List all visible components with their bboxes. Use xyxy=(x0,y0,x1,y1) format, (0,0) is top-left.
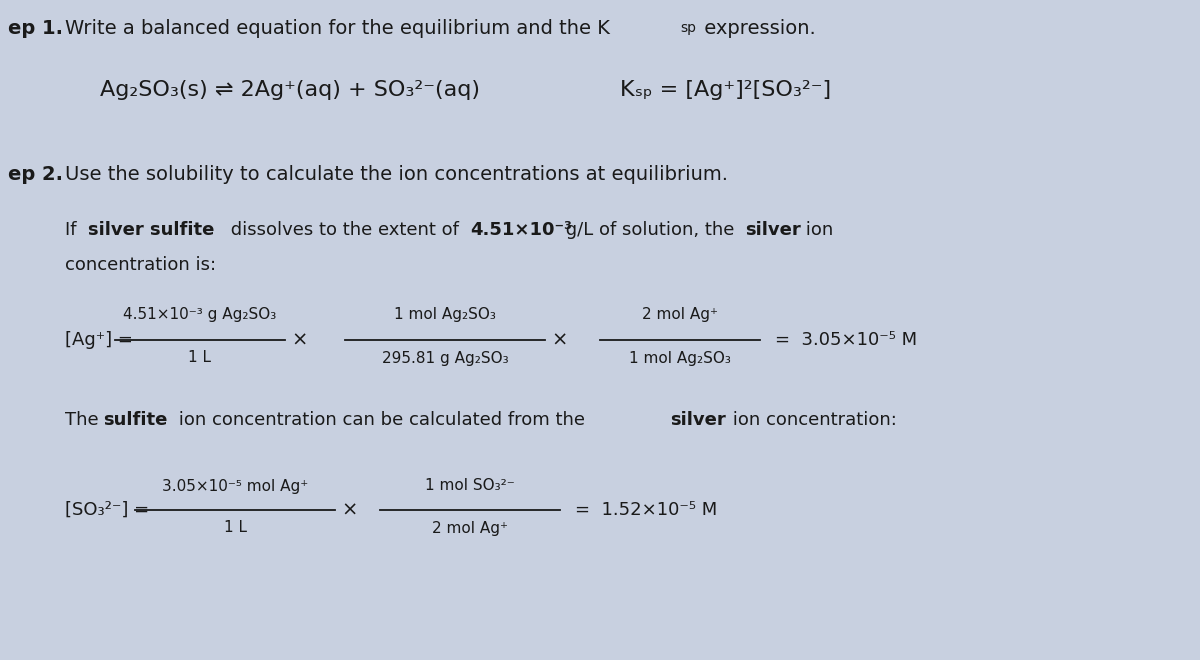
Text: 1 mol Ag₂SO₃: 1 mol Ag₂SO₃ xyxy=(629,350,731,366)
Text: [Ag⁺] =: [Ag⁺] = xyxy=(65,331,133,349)
Text: Kₛₚ = [Ag⁺]²[SO₃²⁻]: Kₛₚ = [Ag⁺]²[SO₃²⁻] xyxy=(620,80,832,100)
Text: ×: × xyxy=(292,331,308,350)
Text: ion: ion xyxy=(800,221,833,239)
Text: 2 mol Ag⁺: 2 mol Ag⁺ xyxy=(642,308,718,323)
Text: silver: silver xyxy=(670,411,726,429)
Text: ×: × xyxy=(342,500,358,519)
Text: sulfite: sulfite xyxy=(103,411,167,429)
Text: ion concentration can be calculated from the: ion concentration can be calculated from… xyxy=(173,411,590,429)
Text: silver sulfite: silver sulfite xyxy=(88,221,215,239)
Text: Ag₂SO₃(s) ⇌ 2Ag⁺(aq) + SO₃²⁻(aq): Ag₂SO₃(s) ⇌ 2Ag⁺(aq) + SO₃²⁻(aq) xyxy=(100,80,480,100)
Text: 1 mol SO₃²⁻: 1 mol SO₃²⁻ xyxy=(425,478,515,494)
Text: Write a balanced equation for the equilibrium and the K: Write a balanced equation for the equili… xyxy=(65,18,610,38)
Text: 295.81 g Ag₂SO₃: 295.81 g Ag₂SO₃ xyxy=(382,350,509,366)
Text: dissolves to the extent of: dissolves to the extent of xyxy=(226,221,464,239)
Text: 4.51×10⁻³ g Ag₂SO₃: 4.51×10⁻³ g Ag₂SO₃ xyxy=(124,308,277,323)
Text: g/L of solution, the: g/L of solution, the xyxy=(560,221,740,239)
Text: ×: × xyxy=(552,331,568,350)
Text: expression.: expression. xyxy=(698,18,816,38)
Text: =  1.52×10⁻⁵ M: = 1.52×10⁻⁵ M xyxy=(575,501,718,519)
Text: ep 1.: ep 1. xyxy=(8,18,64,38)
Text: concentration is:: concentration is: xyxy=(65,256,216,274)
Text: 2 mol Ag⁺: 2 mol Ag⁺ xyxy=(432,521,508,535)
Text: 3.05×10⁻⁵ mol Ag⁺: 3.05×10⁻⁵ mol Ag⁺ xyxy=(162,478,308,494)
Text: Use the solubility to calculate the ion concentrations at equilibrium.: Use the solubility to calculate the ion … xyxy=(65,166,728,185)
Text: 1 mol Ag₂SO₃: 1 mol Ag₂SO₃ xyxy=(394,308,496,323)
Text: The: The xyxy=(65,411,104,429)
Text: [SO₃²⁻] =: [SO₃²⁻] = xyxy=(65,501,149,519)
Text: silver: silver xyxy=(745,221,800,239)
Text: sp: sp xyxy=(680,21,696,35)
Text: =  3.05×10⁻⁵ M: = 3.05×10⁻⁵ M xyxy=(775,331,917,349)
Text: 1 L: 1 L xyxy=(223,521,246,535)
Text: If: If xyxy=(65,221,83,239)
Text: ion concentration:: ion concentration: xyxy=(727,411,896,429)
Text: ep 2.: ep 2. xyxy=(8,166,64,185)
Text: 4.51×10⁻³: 4.51×10⁻³ xyxy=(470,221,572,239)
Text: 1 L: 1 L xyxy=(188,350,211,366)
